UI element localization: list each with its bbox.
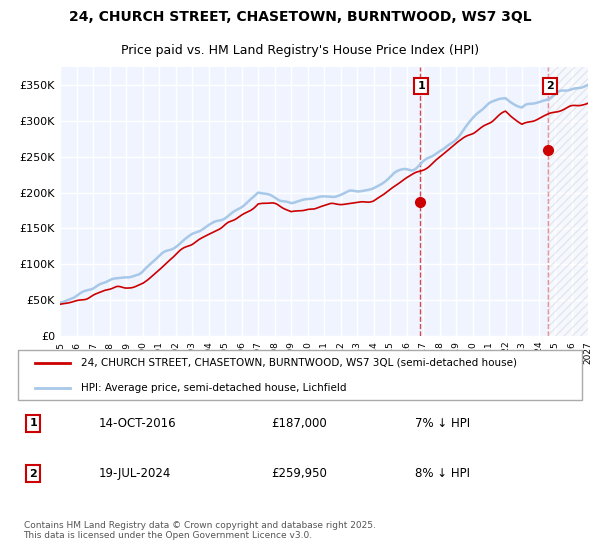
Text: 7% ↓ HPI: 7% ↓ HPI: [415, 417, 470, 430]
FancyBboxPatch shape: [18, 350, 582, 400]
Text: Contains HM Land Registry data © Crown copyright and database right 2025.
This d: Contains HM Land Registry data © Crown c…: [23, 521, 376, 540]
Text: HPI: Average price, semi-detached house, Lichfield: HPI: Average price, semi-detached house,…: [81, 382, 347, 393]
Text: 1: 1: [29, 418, 37, 428]
Text: 1: 1: [418, 81, 425, 91]
Text: 2: 2: [29, 469, 37, 479]
Text: 24, CHURCH STREET, CHASETOWN, BURNTWOOD, WS7 3QL (semi-detached house): 24, CHURCH STREET, CHASETOWN, BURNTWOOD,…: [81, 358, 517, 368]
Text: 14-OCT-2016: 14-OCT-2016: [98, 417, 176, 430]
Text: £259,950: £259,950: [271, 467, 327, 480]
Text: £187,000: £187,000: [271, 417, 327, 430]
Text: 24, CHURCH STREET, CHASETOWN, BURNTWOOD, WS7 3QL: 24, CHURCH STREET, CHASETOWN, BURNTWOOD,…: [68, 10, 532, 24]
Text: Price paid vs. HM Land Registry's House Price Index (HPI): Price paid vs. HM Land Registry's House …: [121, 44, 479, 57]
Text: 19-JUL-2024: 19-JUL-2024: [98, 467, 171, 480]
Text: 8% ↓ HPI: 8% ↓ HPI: [415, 467, 470, 480]
Text: 2: 2: [546, 81, 554, 91]
